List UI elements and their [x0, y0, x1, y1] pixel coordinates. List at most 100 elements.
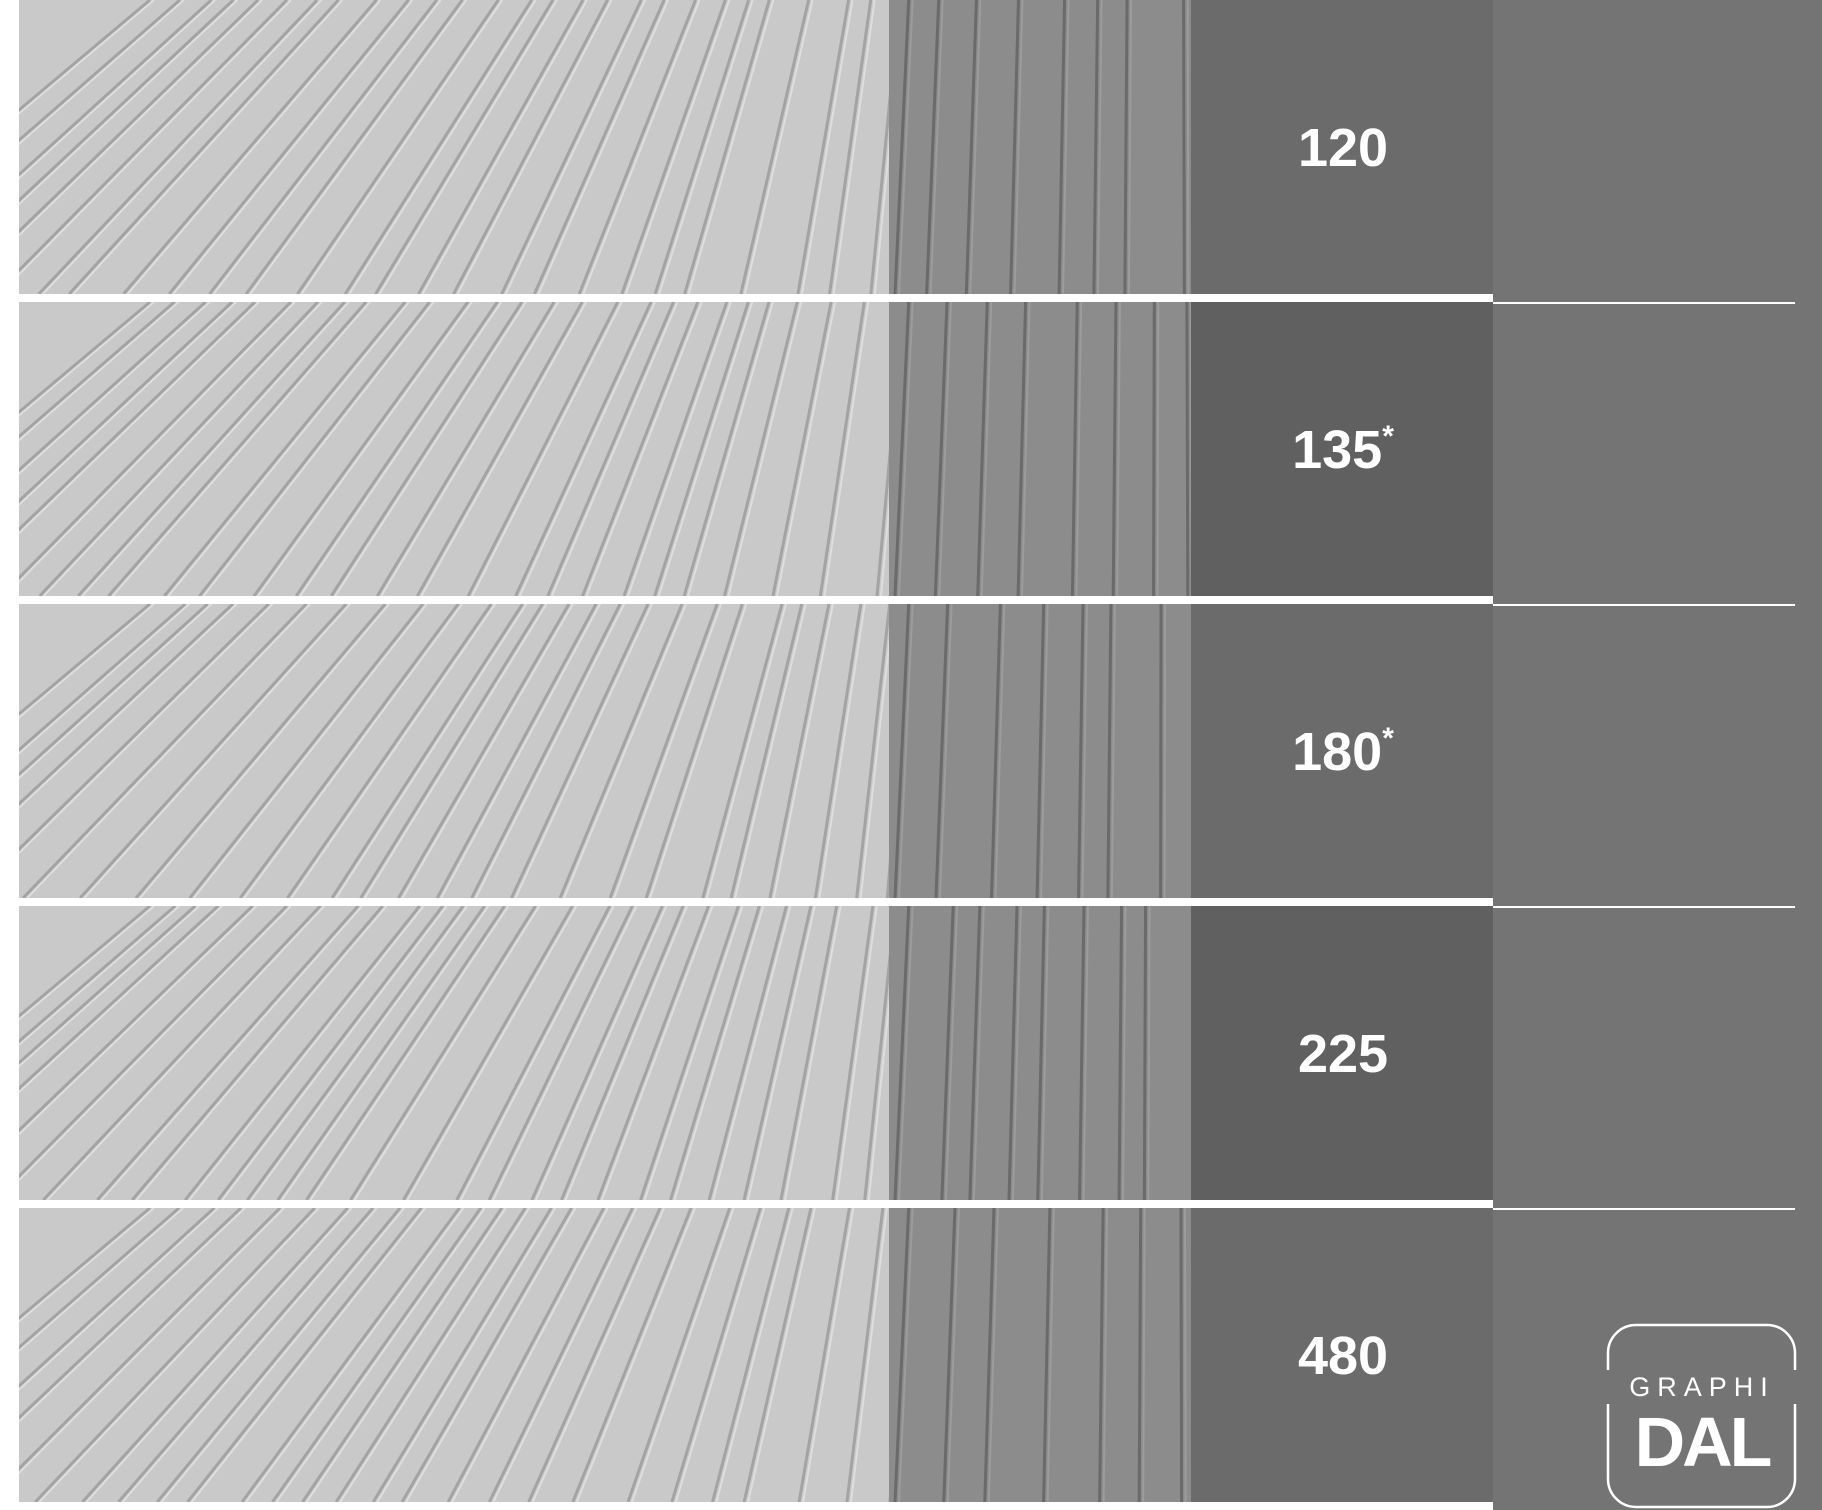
ridge-shadow — [19, 906, 197, 1065]
ridge-light — [585, 302, 703, 596]
mid-panel — [889, 1208, 1191, 1502]
ridge-light — [743, 0, 814, 294]
ridge-shadow — [416, 302, 584, 596]
ridge-shadow — [608, 604, 719, 898]
ridge-shadow — [711, 1208, 791, 1502]
ridge-light — [492, 906, 638, 1200]
ridge-light — [334, 302, 527, 596]
ridge-light — [1147, 906, 1151, 1200]
ridge-light — [859, 636, 889, 898]
ridge-light — [705, 604, 787, 898]
size-column — [1191, 302, 1493, 596]
logo-main: DAL — [1635, 1403, 1771, 1481]
size-value: 135 — [1292, 420, 1382, 480]
ridge-shadow — [168, 0, 410, 294]
ridge-light — [1040, 604, 1049, 898]
ridge-light — [712, 906, 792, 1200]
ridge-light — [624, 0, 731, 294]
texture — [893, 906, 1151, 1200]
ridge-shadow — [470, 604, 622, 898]
ridge-light — [835, 906, 878, 1200]
ridge-shadow — [845, 1208, 885, 1502]
ridge-shadow — [19, 302, 176, 439]
ridge-light — [582, 0, 701, 294]
ridge-light — [100, 906, 363, 1200]
ridge-shadow — [729, 604, 804, 898]
ridge-shadow — [42, 906, 322, 1200]
ridge-light — [19, 906, 180, 1047]
ridge-light — [188, 906, 425, 1200]
ridge-shadow — [1142, 906, 1148, 1200]
ridge-light — [19, 302, 180, 442]
ridge-shadow — [19, 604, 187, 752]
ridge-shadow — [19, 302, 151, 414]
ridge-shadow — [683, 0, 771, 294]
ridge-shadow — [779, 906, 839, 1200]
ridge-light — [19, 604, 213, 780]
ridge-shadow — [828, 0, 873, 294]
ridge-light — [944, 906, 959, 1200]
ridge-shadow — [893, 906, 911, 1200]
ridge-shadow — [19, 0, 151, 112]
ridge-light — [19, 302, 296, 584]
ridge-shadow — [1117, 906, 1124, 1200]
ridge-shadow — [131, 906, 384, 1200]
ridge-light — [280, 906, 490, 1200]
ridge-shadow — [644, 604, 744, 898]
ridge-shadow — [455, 906, 612, 1200]
ridge-shadow — [893, 1208, 911, 1502]
ridge-shadow — [831, 906, 875, 1200]
ridge-shadow — [707, 906, 788, 1200]
ridge-light — [139, 604, 390, 898]
ridge-shadow — [276, 906, 486, 1200]
ridge-shadow — [79, 604, 348, 898]
ridge-shadow — [19, 906, 254, 1133]
ridge-light — [376, 1208, 557, 1502]
ridge-shadow — [1036, 906, 1046, 1200]
ridge-light — [83, 604, 351, 898]
ridge-light — [290, 604, 497, 898]
ridge-light — [305, 1208, 507, 1502]
ridge-shadow — [466, 302, 620, 596]
ridge-shadow — [400, 1208, 573, 1502]
ridge-shadow — [1007, 906, 1019, 1200]
ridge-light — [440, 604, 601, 898]
ridge-light — [167, 302, 410, 596]
ridge-light — [631, 1208, 735, 1502]
ridge-shadow — [546, 302, 675, 596]
size-label: 180* — [1292, 722, 1394, 782]
ridge-shadow — [294, 302, 499, 596]
ridge-light — [537, 0, 670, 294]
ridge-shadow — [514, 302, 653, 596]
ridge-shadow — [1070, 302, 1079, 596]
ridge-light — [800, 0, 854, 294]
ridge-light — [299, 302, 503, 596]
row: 135* — [19, 302, 1795, 614]
size-value: 225 — [1298, 1024, 1388, 1084]
ridge-light — [19, 0, 155, 115]
ridge-shadow — [81, 1208, 349, 1502]
ridge-light — [873, 139, 889, 294]
ridge-light — [19, 302, 260, 535]
ridge-light — [19, 906, 200, 1068]
ridge-shadow — [1042, 1208, 1052, 1502]
ridge-light — [257, 302, 473, 596]
ridge-shadow — [653, 302, 750, 596]
size-label: 120 — [1298, 118, 1388, 178]
ridge-light — [26, 604, 311, 898]
ridge-light — [1021, 302, 1031, 596]
ridge-light — [451, 1208, 609, 1502]
ridge-light — [172, 0, 414, 294]
ridge-shadow — [34, 1208, 316, 1502]
ridge-light — [335, 604, 528, 898]
ridge-shadow — [653, 0, 751, 294]
texture — [893, 1208, 1187, 1502]
ridge-shadow — [560, 906, 685, 1200]
ridge-light — [775, 302, 837, 596]
ridge-light — [673, 906, 765, 1200]
ridge-light — [1011, 906, 1022, 1200]
mid-panel — [889, 302, 1191, 596]
size-value: 120 — [1298, 118, 1388, 178]
ridge-shadow — [925, 0, 941, 294]
ridge-shadow — [417, 0, 585, 294]
